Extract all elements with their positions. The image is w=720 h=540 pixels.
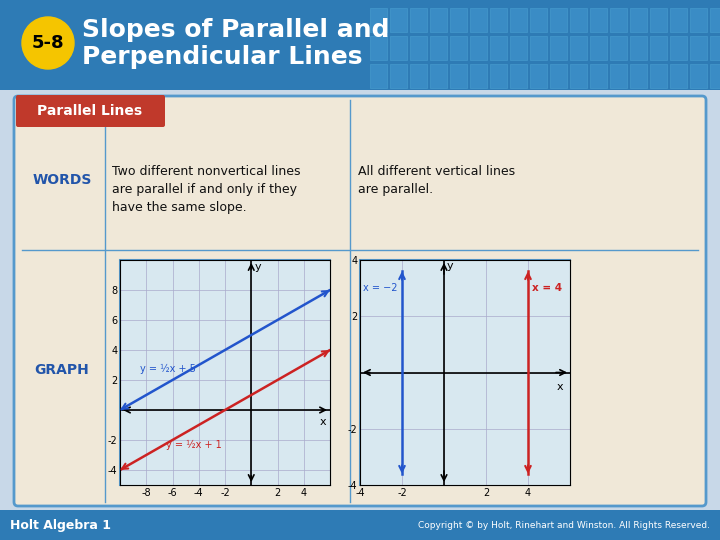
Text: WORDS: WORDS — [32, 173, 91, 187]
FancyBboxPatch shape — [0, 510, 720, 540]
FancyBboxPatch shape — [710, 8, 720, 32]
FancyBboxPatch shape — [710, 64, 720, 88]
Text: x: x — [556, 382, 563, 392]
FancyBboxPatch shape — [650, 8, 667, 32]
FancyBboxPatch shape — [450, 64, 467, 88]
FancyBboxPatch shape — [490, 64, 507, 88]
Text: y: y — [447, 261, 454, 271]
FancyBboxPatch shape — [690, 8, 707, 32]
FancyBboxPatch shape — [590, 36, 607, 60]
FancyBboxPatch shape — [430, 36, 447, 60]
FancyBboxPatch shape — [410, 8, 427, 32]
Circle shape — [22, 17, 74, 69]
Text: x = 4: x = 4 — [532, 283, 562, 293]
FancyBboxPatch shape — [570, 8, 587, 32]
Text: y = ½x + 1: y = ½x + 1 — [166, 440, 222, 449]
FancyBboxPatch shape — [670, 64, 687, 88]
FancyBboxPatch shape — [490, 8, 507, 32]
FancyBboxPatch shape — [410, 64, 427, 88]
FancyBboxPatch shape — [370, 36, 387, 60]
Text: Slopes of Parallel and: Slopes of Parallel and — [82, 18, 390, 42]
FancyBboxPatch shape — [530, 36, 547, 60]
FancyBboxPatch shape — [690, 36, 707, 60]
FancyBboxPatch shape — [670, 36, 687, 60]
FancyBboxPatch shape — [550, 36, 567, 60]
FancyBboxPatch shape — [590, 8, 607, 32]
FancyBboxPatch shape — [0, 0, 720, 90]
FancyBboxPatch shape — [650, 36, 667, 60]
FancyBboxPatch shape — [590, 64, 607, 88]
FancyBboxPatch shape — [550, 64, 567, 88]
Text: x = −2: x = −2 — [364, 283, 397, 293]
FancyBboxPatch shape — [450, 8, 467, 32]
Text: Perpendicular Lines: Perpendicular Lines — [82, 45, 362, 69]
Text: Two different nonvertical lines
are parallel if and only if they
have the same s: Two different nonvertical lines are para… — [112, 165, 300, 214]
FancyBboxPatch shape — [630, 36, 647, 60]
Text: GRAPH: GRAPH — [35, 363, 89, 377]
FancyBboxPatch shape — [370, 64, 387, 88]
FancyBboxPatch shape — [16, 95, 165, 127]
FancyBboxPatch shape — [370, 8, 387, 32]
Text: x: x — [320, 417, 327, 427]
FancyBboxPatch shape — [610, 36, 627, 60]
FancyBboxPatch shape — [610, 64, 627, 88]
FancyBboxPatch shape — [510, 8, 527, 32]
FancyBboxPatch shape — [510, 64, 527, 88]
Text: 5-8: 5-8 — [32, 34, 64, 52]
FancyBboxPatch shape — [470, 8, 487, 32]
FancyBboxPatch shape — [710, 36, 720, 60]
Text: Parallel Lines: Parallel Lines — [37, 104, 143, 118]
FancyBboxPatch shape — [570, 64, 587, 88]
FancyBboxPatch shape — [550, 8, 567, 32]
FancyBboxPatch shape — [530, 8, 547, 32]
FancyBboxPatch shape — [450, 36, 467, 60]
Text: All different vertical lines
are parallel.: All different vertical lines are paralle… — [358, 165, 515, 196]
FancyBboxPatch shape — [120, 260, 330, 485]
FancyBboxPatch shape — [670, 8, 687, 32]
FancyBboxPatch shape — [630, 8, 647, 32]
FancyBboxPatch shape — [360, 260, 570, 485]
Text: Holt Algebra 1: Holt Algebra 1 — [10, 518, 111, 531]
FancyBboxPatch shape — [470, 36, 487, 60]
FancyBboxPatch shape — [690, 64, 707, 88]
FancyBboxPatch shape — [390, 8, 407, 32]
FancyBboxPatch shape — [410, 36, 427, 60]
FancyBboxPatch shape — [390, 36, 407, 60]
FancyBboxPatch shape — [470, 64, 487, 88]
FancyBboxPatch shape — [630, 64, 647, 88]
Text: y: y — [254, 262, 261, 273]
FancyBboxPatch shape — [650, 64, 667, 88]
FancyBboxPatch shape — [610, 8, 627, 32]
FancyBboxPatch shape — [530, 64, 547, 88]
FancyBboxPatch shape — [390, 64, 407, 88]
FancyBboxPatch shape — [14, 96, 706, 506]
FancyBboxPatch shape — [510, 36, 527, 60]
Text: y = ½x + 5: y = ½x + 5 — [140, 364, 196, 375]
FancyBboxPatch shape — [430, 8, 447, 32]
Text: Copyright © by Holt, Rinehart and Winston. All Rights Reserved.: Copyright © by Holt, Rinehart and Winsto… — [418, 521, 710, 530]
FancyBboxPatch shape — [430, 64, 447, 88]
FancyBboxPatch shape — [570, 36, 587, 60]
FancyBboxPatch shape — [490, 36, 507, 60]
